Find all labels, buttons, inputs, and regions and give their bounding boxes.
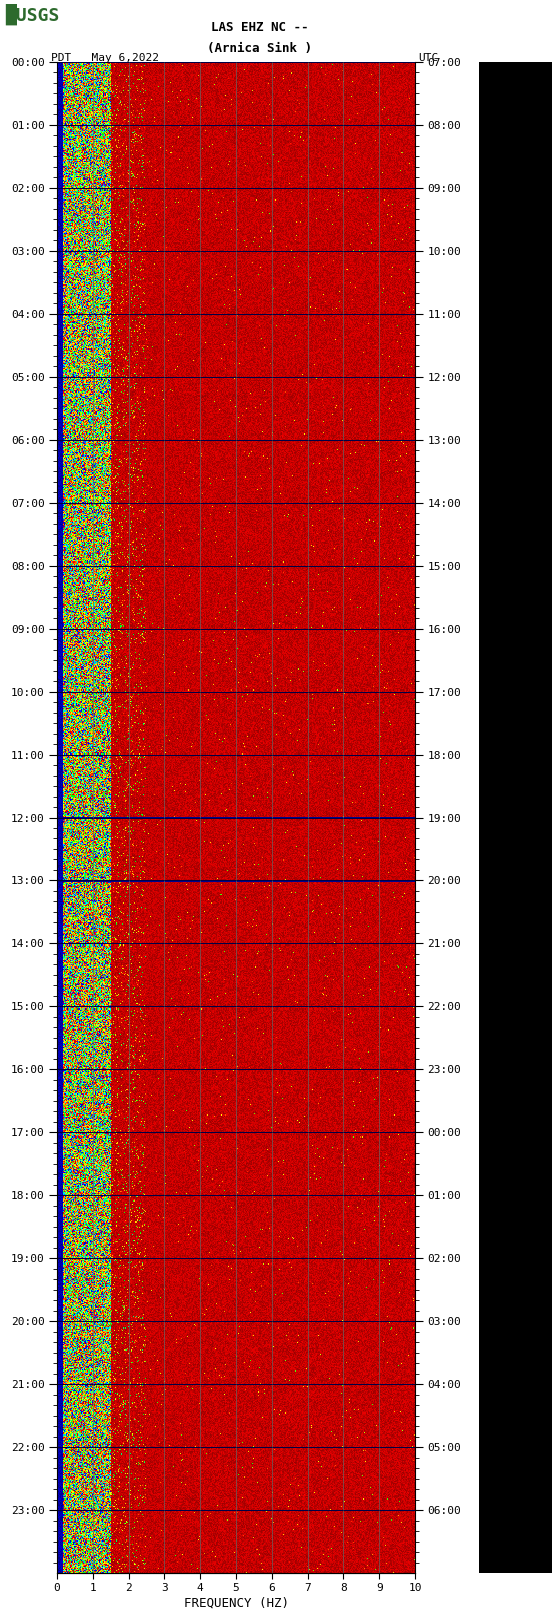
Text: (Arnica Sink ): (Arnica Sink ) [207, 42, 312, 55]
X-axis label: FREQUENCY (HZ): FREQUENCY (HZ) [183, 1597, 289, 1610]
Text: PDT   May 6,2022: PDT May 6,2022 [51, 53, 160, 63]
Text: UTC: UTC [418, 53, 438, 63]
Text: █USGS: █USGS [6, 3, 60, 24]
Text: LAS EHZ NC --: LAS EHZ NC -- [211, 21, 308, 34]
